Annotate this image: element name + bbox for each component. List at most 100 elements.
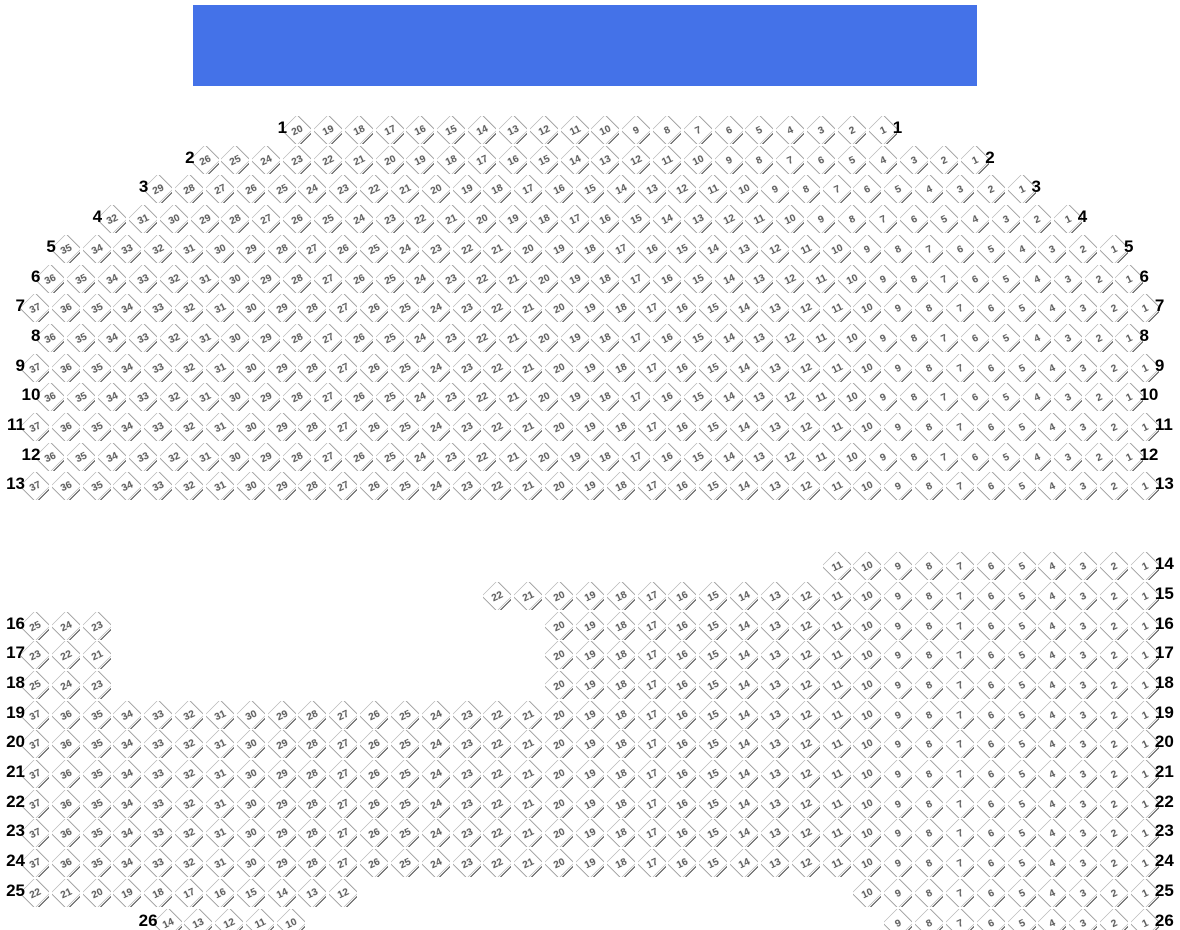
svg-text:35: 35: [90, 827, 105, 842]
svg-text:24: 24: [429, 738, 444, 753]
svg-text:26: 26: [367, 480, 382, 495]
svg-text:1: 1: [1140, 858, 1150, 871]
svg-text:17: 17: [644, 361, 659, 376]
svg-text:9: 9: [894, 679, 904, 692]
svg-text:3: 3: [1079, 561, 1089, 574]
svg-text:8: 8: [925, 650, 935, 663]
svg-text:27: 27: [213, 183, 228, 198]
svg-text:16: 16: [598, 212, 613, 227]
svg-text:29: 29: [275, 480, 290, 495]
svg-text:31: 31: [213, 738, 228, 753]
svg-text:7: 7: [955, 561, 965, 574]
svg-text:21: 21: [444, 212, 459, 227]
svg-text:5: 5: [1017, 303, 1027, 316]
svg-text:24: 24: [429, 420, 444, 435]
svg-text:26: 26: [367, 708, 382, 723]
svg-text:3: 3: [1079, 858, 1089, 871]
svg-text:31: 31: [136, 212, 151, 227]
svg-text:4: 4: [1032, 332, 1042, 345]
svg-text:31: 31: [213, 827, 228, 842]
svg-text:3: 3: [1063, 273, 1073, 286]
svg-text:1: 1: [1140, 561, 1150, 574]
svg-text:1: 1: [971, 154, 981, 167]
svg-text:8: 8: [925, 709, 935, 722]
svg-text:32: 32: [182, 361, 197, 376]
svg-text:13: 13: [768, 738, 783, 753]
svg-text:4: 4: [786, 124, 796, 137]
svg-text:21: 21: [521, 708, 536, 723]
svg-text:18: 18: [614, 767, 629, 782]
svg-text:1: 1: [1140, 828, 1150, 841]
svg-text:32: 32: [105, 212, 120, 227]
svg-text:21: 21: [521, 589, 536, 604]
svg-text:20: 20: [552, 708, 567, 723]
svg-text:34: 34: [120, 827, 135, 842]
svg-text:17: 17: [382, 123, 397, 138]
svg-text:34: 34: [120, 708, 135, 723]
svg-text:31: 31: [182, 242, 197, 257]
svg-text:21: 21: [506, 331, 521, 346]
svg-text:8: 8: [909, 451, 919, 464]
svg-text:30: 30: [244, 420, 259, 435]
svg-text:14: 14: [722, 272, 737, 287]
svg-text:2: 2: [1110, 561, 1120, 574]
svg-text:3: 3: [1079, 798, 1089, 811]
svg-text:11: 11: [706, 183, 721, 198]
svg-text:23: 23: [460, 708, 475, 723]
svg-text:31: 31: [213, 856, 228, 871]
svg-text:4: 4: [1048, 828, 1058, 841]
svg-text:28: 28: [290, 450, 305, 465]
svg-text:5: 5: [1017, 828, 1027, 841]
svg-text:32: 32: [182, 856, 197, 871]
svg-text:17: 17: [644, 619, 659, 634]
svg-text:17: 17: [644, 827, 659, 842]
svg-text:6: 6: [986, 303, 996, 316]
svg-text:23: 23: [460, 797, 475, 812]
svg-text:34: 34: [120, 361, 135, 376]
svg-text:10: 10: [860, 678, 875, 693]
svg-text:17: 17: [644, 708, 659, 723]
svg-text:6: 6: [863, 184, 873, 197]
svg-text:36: 36: [43, 391, 58, 406]
svg-text:5: 5: [1002, 332, 1012, 345]
svg-text:2: 2: [1110, 739, 1120, 752]
svg-text:14: 14: [737, 738, 752, 753]
svg-text:18: 18: [614, 619, 629, 634]
svg-text:11: 11: [830, 678, 845, 693]
svg-text:18: 18: [352, 123, 367, 138]
svg-text:8: 8: [925, 303, 935, 316]
svg-text:35: 35: [74, 450, 89, 465]
svg-text:23: 23: [444, 391, 459, 406]
svg-text:9: 9: [894, 421, 904, 434]
svg-text:29: 29: [151, 183, 166, 198]
svg-text:25: 25: [398, 301, 413, 316]
svg-text:29: 29: [275, 738, 290, 753]
svg-text:29: 29: [259, 331, 274, 346]
svg-text:10: 10: [860, 589, 875, 604]
svg-text:7: 7: [878, 214, 888, 227]
svg-text:14: 14: [737, 480, 752, 495]
svg-text:25: 25: [398, 767, 413, 782]
svg-text:13: 13: [768, 856, 783, 871]
svg-text:13: 13: [506, 123, 521, 138]
svg-text:10: 10: [284, 916, 299, 930]
svg-text:7: 7: [955, 828, 965, 841]
svg-text:6: 6: [986, 590, 996, 603]
svg-text:6: 6: [986, 679, 996, 692]
svg-text:15: 15: [706, 619, 721, 634]
svg-text:32: 32: [182, 797, 197, 812]
svg-text:25: 25: [398, 738, 413, 753]
svg-text:26: 26: [367, 361, 382, 376]
svg-text:17: 17: [644, 856, 659, 871]
svg-text:3: 3: [1079, 828, 1089, 841]
svg-text:26: 26: [290, 212, 305, 227]
svg-text:22: 22: [490, 797, 505, 812]
svg-text:13: 13: [768, 480, 783, 495]
svg-text:2: 2: [1110, 917, 1120, 930]
svg-text:12: 12: [799, 678, 814, 693]
svg-text:34: 34: [120, 738, 135, 753]
svg-text:9: 9: [894, 739, 904, 752]
svg-text:37: 37: [28, 301, 43, 316]
svg-text:32: 32: [167, 331, 182, 346]
svg-text:15: 15: [706, 708, 721, 723]
